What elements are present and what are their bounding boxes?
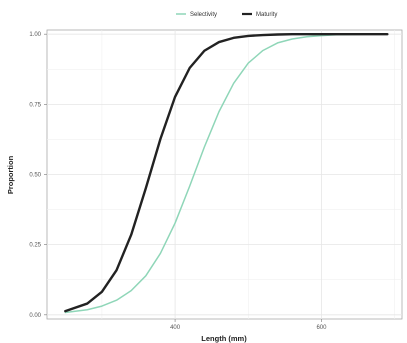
y-tick-label-2: 0.50 <box>29 173 41 179</box>
y-tick-label-4: 1.00 <box>29 32 41 38</box>
x-axis-title: Length (mm) <box>201 334 247 343</box>
grid <box>47 30 402 319</box>
y-axis-ticks: 0.00 0.25 0.50 0.75 1.00 <box>29 32 47 319</box>
x-axis-ticks: 400600800 <box>170 319 327 331</box>
y-tick-label-0: 0.00 <box>29 313 41 319</box>
x-tick-label-1: 600 <box>316 325 327 331</box>
y-tick-label-3: 0.75 <box>29 102 41 108</box>
series-line-maturity <box>64 33 389 313</box>
legend-label-selectivity: Selectivity <box>190 12 217 18</box>
y-tick-label-1: 0.25 <box>29 243 41 249</box>
series-layer <box>64 33 389 314</box>
legend: Selectivity Maturity <box>176 12 277 18</box>
y-axis-title: Proportion <box>6 155 15 194</box>
legend-label-maturity: Maturity <box>256 12 277 18</box>
x-tick-label-0: 400 <box>170 325 181 331</box>
